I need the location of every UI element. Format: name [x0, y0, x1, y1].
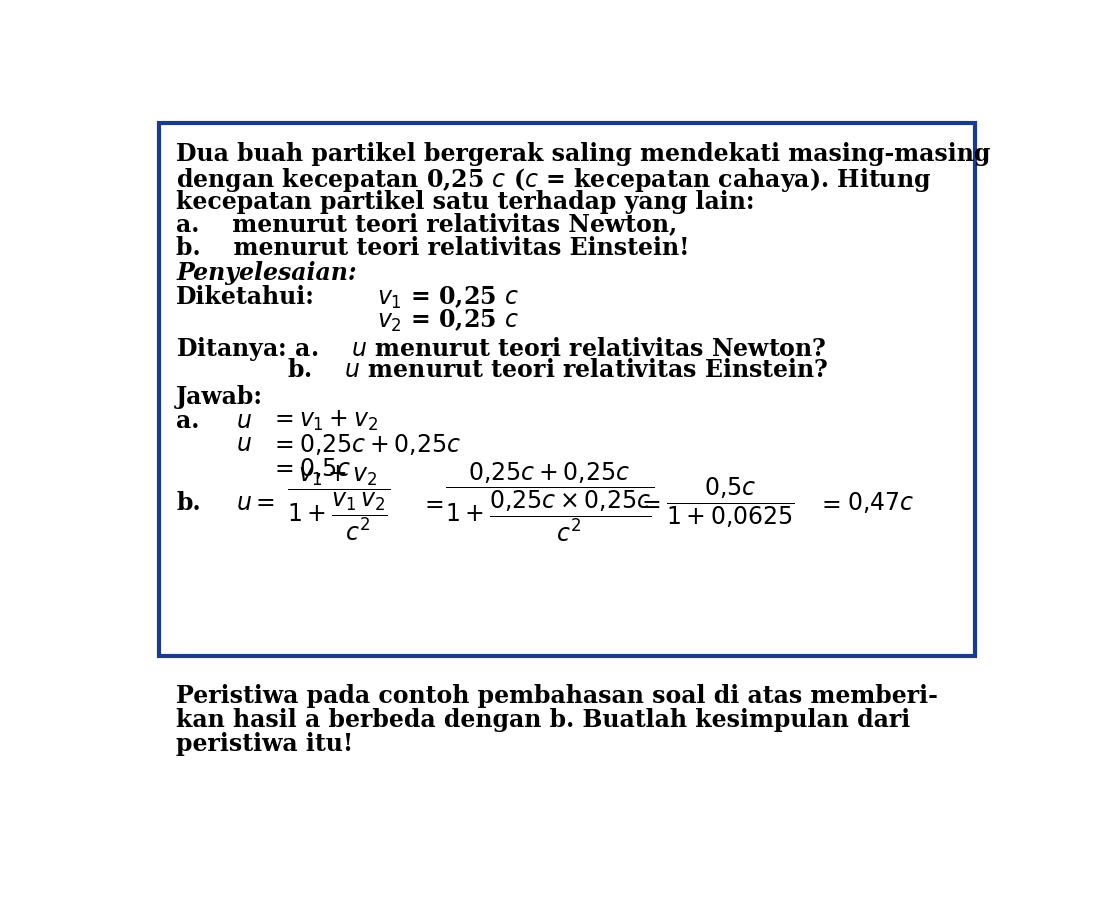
Text: kecepatan partikel satu terhadap yang lain:: kecepatan partikel satu terhadap yang la… — [176, 189, 755, 214]
Text: a.    menurut teori relativitas Newton,: a. menurut teori relativitas Newton, — [176, 213, 678, 236]
Text: $v_1$ = 0,25 $c$: $v_1$ = 0,25 $c$ — [377, 284, 519, 311]
Text: b.    menurut teori relativitas Einstein!: b. menurut teori relativitas Einstein! — [176, 236, 690, 260]
Text: $= 0{,}5c$: $= 0{,}5c$ — [270, 456, 352, 481]
Text: Peristiwa pada contoh pembahasan soal di atas memberi-: Peristiwa pada contoh pembahasan soal di… — [176, 684, 938, 708]
Text: b.: b. — [176, 491, 201, 515]
Text: $\dfrac{0{,}25c + 0{,}25c}{1+\dfrac{0{,}25c \times 0{,}25c}{c^2}}$: $\dfrac{0{,}25c + 0{,}25c}{1+\dfrac{0{,}… — [445, 461, 655, 545]
Text: b.    $u$ menurut teori relativitas Einstein?: b. $u$ menurut teori relativitas Einstei… — [288, 359, 829, 382]
Text: $=$: $=$ — [420, 491, 443, 515]
Text: $u$: $u$ — [236, 409, 252, 433]
Text: Penyelesaian:: Penyelesaian: — [176, 261, 357, 284]
Text: $0{,}47c$: $0{,}47c$ — [846, 490, 914, 516]
FancyBboxPatch shape — [159, 122, 975, 656]
Text: Ditanya: a.    $u$ menurut teori relativitas Newton?: Ditanya: a. $u$ menurut teori relativita… — [176, 334, 826, 362]
Text: Jawab:: Jawab: — [176, 385, 263, 409]
Text: a.: a. — [176, 409, 199, 433]
Text: $= 0{,}25c + 0{,}25c$: $= 0{,}25c + 0{,}25c$ — [270, 432, 461, 458]
Text: $\dfrac{v_1 + v_2}{1+\dfrac{v_1\, v_2}{c^2}}$: $\dfrac{v_1 + v_2}{1+\dfrac{v_1\, v_2}{c… — [288, 463, 390, 543]
Text: Diketahui:: Diketahui: — [176, 284, 315, 309]
Text: $=$: $=$ — [637, 491, 661, 515]
Text: $v_2$ = 0,25 $c$: $v_2$ = 0,25 $c$ — [377, 308, 519, 334]
Text: kan hasil a berbeda dengan b. Buatlah kesimpulan dari: kan hasil a berbeda dengan b. Buatlah ke… — [176, 708, 910, 732]
Text: Dua buah partikel bergerak saling mendekati masing-masing: Dua buah partikel bergerak saling mendek… — [176, 142, 991, 166]
Text: $\dfrac{0{,}5c}{1+0{,}0625}$: $\dfrac{0{,}5c}{1+0{,}0625}$ — [666, 477, 795, 530]
Text: dengan kecepatan 0,25 $c$ ($c$ = kecepatan cahaya). Hitung: dengan kecepatan 0,25 $c$ ($c$ = kecepat… — [176, 166, 931, 194]
Text: $u =$: $u =$ — [236, 491, 274, 515]
Text: $u$: $u$ — [236, 432, 252, 457]
Text: $=$: $=$ — [817, 491, 841, 515]
Text: $= v_1 + v_2$: $= v_1 + v_2$ — [270, 409, 378, 433]
Text: peristiwa itu!: peristiwa itu! — [176, 732, 354, 756]
